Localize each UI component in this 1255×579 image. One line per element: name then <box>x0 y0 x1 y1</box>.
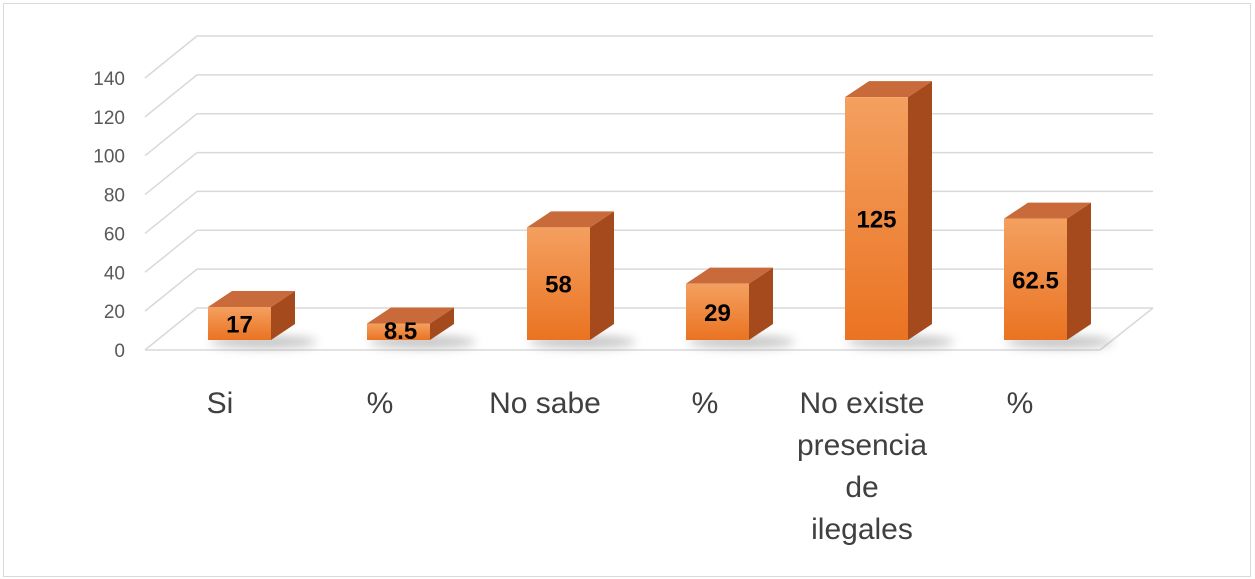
gridline-depth <box>144 307 198 351</box>
bar-top <box>1004 202 1091 219</box>
x-category-label: presencia <box>797 429 927 462</box>
x-category-label: Si <box>207 387 234 420</box>
bar-side <box>908 81 932 341</box>
x-category-label: de <box>845 471 878 504</box>
x-category-label: ilegales <box>811 513 913 546</box>
bar <box>686 283 749 340</box>
bar <box>845 97 908 341</box>
bar-top <box>527 211 614 228</box>
bar-top <box>367 307 454 324</box>
gridline-depth <box>144 268 198 312</box>
bar <box>1004 218 1067 340</box>
bars <box>208 81 1091 341</box>
y-tick-label: 40 <box>104 263 125 284</box>
data-label: 125 <box>856 207 896 234</box>
x-axis-category-labels: Si% No sabe% No existe presencia de ilegales% <box>207 387 1034 546</box>
gridline-depth <box>144 229 198 273</box>
bar-top <box>686 267 773 284</box>
y-axis-tick-labels: 0 20 40 60 80 100 120 140 <box>93 69 125 362</box>
y-tick-label: 100 <box>93 147 125 168</box>
data-label: 29 <box>704 300 731 327</box>
y-tick-label: 120 <box>93 108 125 129</box>
x-category-label: No existe <box>799 387 924 420</box>
bar-side <box>271 290 295 340</box>
gridline-depth <box>144 113 198 157</box>
x-category-label: No sabe <box>489 387 601 420</box>
bar-top <box>845 81 932 98</box>
x-category-label: % <box>692 387 719 420</box>
y-tick-label: 80 <box>104 186 125 207</box>
bar-side <box>1067 202 1091 340</box>
bar-side <box>430 307 454 340</box>
data-label: 8.5 <box>384 318 417 345</box>
bar-shadows <box>210 336 1113 348</box>
bar <box>367 323 430 340</box>
gridlines <box>144 35 1154 351</box>
gridline-depth <box>144 151 198 196</box>
gridline-depth <box>144 35 198 79</box>
bar <box>527 227 590 340</box>
y-tick-label: 60 <box>104 224 125 245</box>
bar-top <box>208 290 295 307</box>
y-tick-label: 140 <box>93 69 125 90</box>
bar-side <box>590 211 614 340</box>
gridline-depth <box>144 190 198 235</box>
gridline-depth <box>144 74 198 118</box>
data-label: 62.5 <box>1012 267 1059 294</box>
data-label: 17 <box>226 311 253 338</box>
bar-side <box>749 267 773 340</box>
x-category-label: % <box>1007 387 1034 420</box>
data-labels: 17 8.5 58 29 125 62.5 <box>226 207 1059 345</box>
data-label: 58 <box>545 272 572 299</box>
y-tick-label: 20 <box>104 302 125 323</box>
bar <box>208 306 271 340</box>
y-tick-label: 0 <box>114 341 125 362</box>
x-category-label: % <box>367 387 394 420</box>
